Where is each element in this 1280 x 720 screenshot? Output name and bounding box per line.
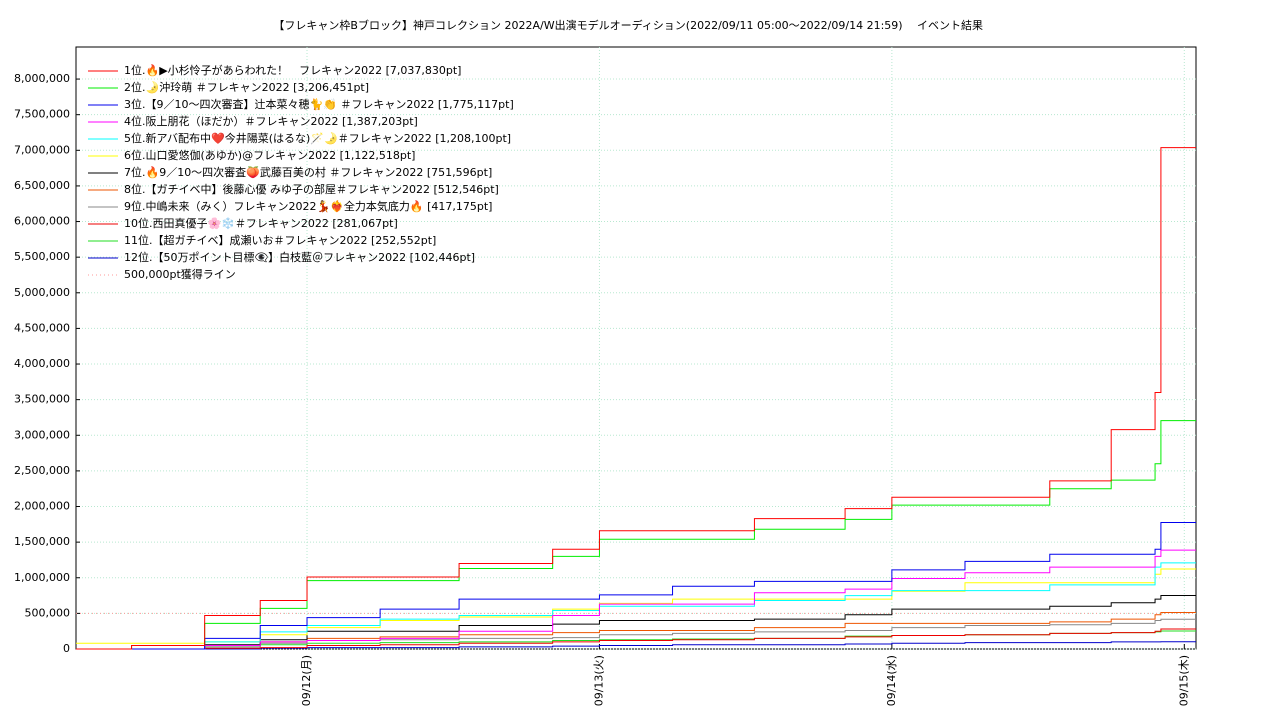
legend-label: 12位.【50万ポイント目標👁‍🗨】白枝藍＠フレキャン2022 [102,446… bbox=[124, 250, 475, 264]
series-line bbox=[76, 549, 1196, 650]
y-tick-label: 5,000,000 bbox=[14, 286, 70, 299]
x-tick-label: 09/13(火) bbox=[592, 655, 605, 706]
y-tick-label: 5,500,000 bbox=[14, 250, 70, 263]
series-line bbox=[76, 562, 1196, 650]
y-tick-label: 4,500,000 bbox=[14, 321, 70, 334]
y-tick-label: 7,500,000 bbox=[14, 108, 70, 121]
series-line bbox=[76, 611, 1196, 650]
legend-label: 2位.🌛沖玲萌 ＃フレキャン2022 [3,206,451pt] bbox=[124, 80, 369, 94]
series-line bbox=[76, 618, 1196, 650]
y-tick-label: 0 bbox=[63, 642, 70, 655]
legend-label: 8位.【ガチイベ中】後藤心優 みゆ子の部屋＃フレキャン2022 [512,546… bbox=[124, 182, 499, 196]
y-tick-label: 6,000,000 bbox=[14, 215, 70, 228]
y-tick-label: 3,500,000 bbox=[14, 393, 70, 406]
plot-frame bbox=[75, 46, 1197, 650]
legend-label: 500,000pt獲得ライン bbox=[124, 268, 236, 281]
legend-label: 7位.🔥9／10〜四次審査🍑武藤百美の村 ＃フレキャン2022 [751,596… bbox=[124, 165, 492, 179]
chart-title: 【フレキャン枠Bブロック】神戸コレクション 2022A/W出演モデルオーディショ… bbox=[273, 18, 902, 32]
legend-label: 11位.【超ガチイベ】成瀬いお＃フレキャン2022 [252,552pt] bbox=[124, 233, 436, 247]
y-tick-label: 8,000,000 bbox=[14, 72, 70, 85]
y-tick-label: 4,000,000 bbox=[14, 357, 70, 370]
x-tick-label: 09/12(月) bbox=[300, 655, 313, 706]
series-line bbox=[76, 147, 1196, 650]
y-tick-label: 1,500,000 bbox=[14, 535, 70, 548]
legend-label: 6位.山口愛悠伽(あゆか)@フレキャン2022 [1,122,518pt] bbox=[124, 148, 415, 162]
series-line bbox=[76, 522, 1196, 650]
y-tick-label: 1,000,000 bbox=[14, 571, 70, 584]
legend-label: 1位.🔥▶小杉怜子があらわれた！ フレキャン2022 [7,037,830pt] bbox=[124, 63, 461, 77]
x-tick-label: 09/14(水) bbox=[885, 655, 898, 706]
x-tick-label: 09/15(木) bbox=[1177, 655, 1190, 706]
series-line bbox=[76, 641, 1196, 650]
y-tick-label: 500,000 bbox=[25, 606, 71, 619]
y-tick-label: 7,000,000 bbox=[14, 143, 70, 156]
chart-subtitle: イベント結果 bbox=[917, 18, 983, 32]
y-tick-label: 2,000,000 bbox=[14, 500, 70, 513]
y-tick-label: 3,000,000 bbox=[14, 428, 70, 441]
legend-label: 4位.阪上朋花（ほだか）＃フレキャン2022 [1,387,203pt] bbox=[124, 114, 418, 128]
series-line bbox=[76, 628, 1196, 650]
legend-label: 9位.中嶋未来（みく）フレキャン2022💃❤️‍🔥全力本気底力🔥 [417,17… bbox=[124, 199, 492, 213]
legend-label: 5位.新アバ配布中❤️今井陽菜(はるな)🪄🌛＃フレキャン2022 [1,208,… bbox=[124, 131, 511, 145]
series-line bbox=[76, 420, 1196, 650]
legend-label: 10位.西田真優子🌸❄️＃フレキャン2022 [281,067pt] bbox=[124, 216, 398, 230]
y-tick-label: 2,500,000 bbox=[14, 464, 70, 477]
series-line bbox=[76, 594, 1196, 650]
legend-label: 3位.【9／10〜四次審査】辻本菜々穂🐈👏 ＃フレキャン2022 [1,775,… bbox=[124, 97, 514, 111]
y-tick-label: 6,500,000 bbox=[14, 179, 70, 192]
